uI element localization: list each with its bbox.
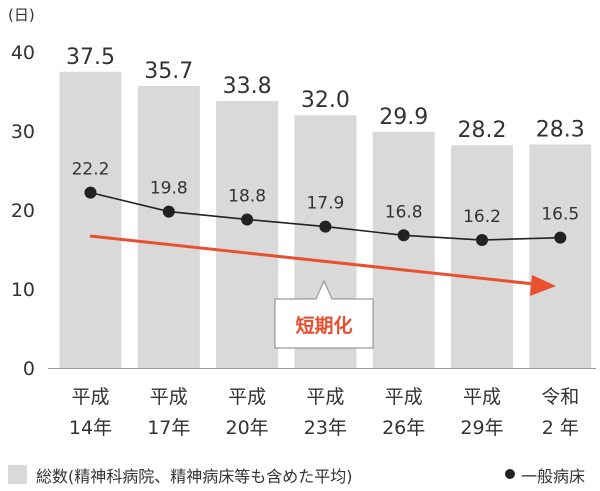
x-tick-label-year: 20年 — [226, 417, 269, 439]
line-value-label: 19.8 — [150, 179, 188, 199]
line-point — [554, 231, 567, 244]
line-point — [397, 229, 410, 242]
bar — [372, 131, 435, 368]
line-value-label: 22.2 — [72, 160, 110, 180]
bar-value-label: 35.7 — [144, 59, 193, 84]
x-tick-label-era: 令和 — [541, 386, 579, 408]
legend-label-general-beds: 一般病床 — [521, 467, 586, 486]
line-point — [162, 205, 175, 218]
y-unit-label: (日) — [8, 6, 35, 24]
line-value-label: 16.8 — [385, 202, 423, 222]
bar-value-label: 28.2 — [458, 118, 507, 143]
line-value-label: 17.9 — [306, 194, 344, 214]
line-point — [476, 234, 488, 247]
legend-marker-general-beds — [505, 469, 515, 479]
x-tick-label-era: 平成 — [71, 386, 109, 408]
bar — [529, 144, 592, 368]
bar — [451, 145, 513, 368]
line-value-label: 16.5 — [541, 205, 579, 225]
y-tick-label: 30 — [11, 121, 35, 143]
x-tick-label-era: 平成 — [228, 386, 266, 408]
bar-value-label: 28.3 — [536, 117, 585, 142]
x-tick-label-year: 2 年 — [542, 417, 579, 439]
bar — [137, 85, 200, 368]
line-value-label: 18.8 — [228, 186, 266, 206]
line-point — [319, 220, 332, 233]
y-tick-label: 0 — [23, 358, 35, 380]
x-tick-label-era: 平成 — [306, 386, 344, 408]
x-tick-label-year: 17年 — [147, 417, 190, 439]
legend-swatch-total — [8, 465, 27, 484]
line-value-label: 16.2 — [463, 207, 501, 227]
x-tick-label-year: 26年 — [382, 417, 425, 439]
x-tick-label-era: 平成 — [385, 386, 423, 408]
trend-arrow-line — [89, 234, 535, 286]
y-tick-label: 20 — [11, 200, 35, 222]
trend-arrow-head — [530, 275, 556, 296]
bar — [59, 71, 122, 368]
legend: 総数(精神科病院、精神病床等も含めた平均) 一般病床 — [8, 461, 598, 487]
bar-value-label: 29.9 — [379, 105, 428, 130]
bar-value-label: 33.8 — [223, 74, 272, 99]
x-tick-label-era: 平成 — [463, 386, 501, 408]
bar-value-label: 32.0 — [301, 88, 350, 113]
chart: (日) 0 10 20 30 40 短期化 37.5 35.7 33.8 32.0 29.9 28.… — [8, 6, 596, 439]
line-point — [241, 213, 254, 226]
line-point — [84, 186, 97, 199]
callout-label: 短期化 — [295, 314, 352, 337]
x-tick-label-era: 平成 — [150, 386, 188, 408]
y-tick-label: 10 — [11, 279, 35, 301]
x-tick-label-year: 23年 — [304, 417, 347, 439]
x-tick-label-year: 29年 — [460, 417, 503, 439]
bar — [216, 100, 279, 368]
legend-label-total: 総数(精神科病院、精神病床等も含めた平均) — [36, 467, 353, 486]
callout-box — [274, 279, 374, 349]
bar-value-label: 37.5 — [66, 45, 115, 70]
y-tick-label: 40 — [11, 42, 35, 64]
x-tick-label-year: 14年 — [69, 417, 112, 439]
